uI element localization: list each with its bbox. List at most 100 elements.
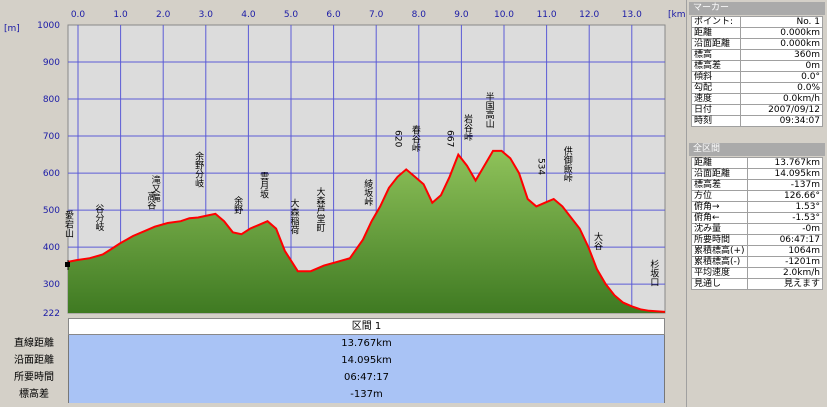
- marker-value: 0.0%: [740, 82, 823, 94]
- place-label: 供御飯峠: [562, 145, 573, 183]
- marker-key: 傾斜: [691, 71, 741, 83]
- place-label: 余野: [232, 195, 243, 214]
- y-tick-label: 700: [43, 132, 60, 142]
- x-tick-labels: 0.0 1.0 2.0 3.0 4.0 5.0 6.0 7.0 8.0 9.0 10.0 11.0 12…: [71, 10, 642, 20]
- elevation-chart-area[interactable]: 0.0 1.0 2.0 3.0 4.0 5.0 6.0 7.0 8.0 9.0 10.0 11.0 12…: [0, 0, 686, 318]
- total-value: 1064m: [746, 245, 824, 257]
- marker-key: 標高: [691, 49, 741, 61]
- place-label: 岩谷峠: [462, 113, 473, 142]
- total-value: 見えます: [746, 278, 824, 290]
- x-tick-label: 4.0: [241, 10, 256, 20]
- place-label: 谷分岐: [93, 204, 104, 232]
- x-tick-label: 10.0: [494, 10, 514, 20]
- total-value: -137m: [746, 179, 824, 191]
- total-value: 2.0km/h: [746, 267, 824, 279]
- marker-value: 0m: [740, 60, 823, 72]
- total-value: 14.095km: [746, 168, 824, 180]
- place-label: 綾坂峠: [362, 178, 373, 207]
- section-value: -137m: [68, 386, 665, 403]
- total-key: 見通し: [691, 278, 748, 290]
- place-label: 大谷: [592, 231, 603, 251]
- marker-value: 2007/09/12: [740, 104, 823, 116]
- total-row: 見通し 見えます: [691, 278, 824, 290]
- marker-cursor[interactable]: [65, 260, 70, 270]
- total-row: 累積標高(-) -1201m: [691, 256, 824, 268]
- marker-value: No. 1: [740, 16, 823, 28]
- marker-key: 時刻: [691, 115, 741, 127]
- total-value: -1201m: [746, 256, 824, 268]
- x-tick-label: 3.0: [199, 10, 214, 20]
- marker-table: ポイント: No. 1 距離 0.000km 沿面距離 0.000km 標高 360m 標高差 0…: [691, 16, 823, 127]
- elevation-chart[interactable]: 0.0 1.0 2.0 3.0 4.0 5.0 6.0 7.0 8.0 9.0 10.0 11.0 12…: [0, 0, 686, 318]
- x-tick-label: 6.0: [326, 10, 341, 20]
- total-key: 距離: [691, 157, 748, 169]
- total-table: 距離 13.767km 沿面距離 14.095km 標高差 -137m 方位 126.66° 俯…: [691, 157, 824, 290]
- place-label: 534: [536, 158, 546, 175]
- y-tick-label: 800: [43, 95, 60, 105]
- y-tick-label: 1000: [37, 21, 60, 31]
- total-row: 沈み量 -0m: [691, 223, 824, 235]
- x-tick-label: 9.0: [454, 10, 469, 20]
- elevation-line: [67, 149, 666, 313]
- y-tick-label: 500: [43, 206, 60, 216]
- elevation-fill: [68, 150, 665, 313]
- section-row-duration: 所要時間 06:47:17: [0, 369, 686, 386]
- total-row: 方位 126.66°: [691, 190, 824, 202]
- place-label: 高谷: [145, 191, 156, 211]
- place-label: 春谷峠: [410, 124, 421, 153]
- total-panel-title: 全区間: [689, 143, 825, 156]
- place-label: 667: [445, 130, 455, 147]
- place-label: 雲月坂: [258, 171, 269, 199]
- info-panel: マーカー ポイント: No. 1 距離 0.000km 沿面距離 0.000km 標高 360…: [686, 0, 827, 407]
- marker-key: ポイント:: [691, 16, 741, 28]
- section-value: 14.095km: [68, 352, 665, 369]
- total-value: -1.53°: [746, 212, 824, 224]
- y-tick-label: 400: [43, 243, 60, 253]
- place-label: 杉坂口: [648, 259, 659, 287]
- marker-row: 日付 2007/09/12: [691, 104, 823, 116]
- total-key: 累積標高(+): [691, 245, 748, 257]
- marker-value: 0.0°: [740, 71, 823, 83]
- total-key: 標高差: [691, 179, 748, 191]
- x-unit-label: [km]: [668, 10, 686, 20]
- place-label: 半国高山: [484, 91, 495, 128]
- total-key: 方位: [691, 190, 748, 202]
- marker-row: 沿面距離 0.000km: [691, 38, 823, 50]
- section-label: 所要時間: [14, 372, 54, 383]
- marker-key: 速度: [691, 93, 741, 105]
- total-row: 俯角← -1.53°: [691, 212, 824, 224]
- x-tick-label: 2.0: [156, 10, 171, 20]
- y-unit-label: [m]: [4, 24, 20, 34]
- total-value: 06:47:17: [746, 234, 824, 246]
- marker-row: 勾配 0.0%: [691, 82, 823, 94]
- y-tick-labels: 1000 900 800 700 600 500 400 300 222: [37, 21, 60, 318]
- x-tick-label: 8.0: [412, 10, 427, 20]
- x-tick-label: 1.0: [113, 10, 128, 20]
- total-key: 累積標高(-): [691, 256, 748, 268]
- marker-row: 傾斜 0.0°: [691, 71, 823, 83]
- marker-row: 時刻 09:34:07: [691, 115, 823, 127]
- y-tick-label: 222: [43, 309, 60, 318]
- x-tick-label: 7.0: [369, 10, 384, 20]
- total-row: 距離 13.767km: [691, 157, 824, 169]
- y-tick-label: 600: [43, 169, 60, 179]
- total-row: 標高差 -137m: [691, 179, 824, 191]
- section-value: 13.767km: [68, 335, 665, 352]
- section-row-elevation-diff: 標高差 -137m: [0, 386, 686, 403]
- elevation-area: [67, 149, 666, 313]
- section-label: 直線距離: [14, 338, 54, 349]
- x-tick-label: 0.0: [71, 10, 86, 20]
- place-label: 滝又滝: [150, 175, 161, 203]
- total-key: 沈み量: [691, 223, 748, 235]
- total-key: 所要時間: [691, 234, 748, 246]
- marker-key: 日付: [691, 104, 741, 116]
- section-summary: 区間 1 直線距離 13.767km 沿面距離 14.095km 所要時間 06…: [0, 318, 686, 407]
- marker-row: ポイント: No. 1: [691, 16, 823, 28]
- total-row: 累積標高(+) 1064m: [691, 245, 824, 257]
- place-label: 愛宕山: [63, 209, 74, 237]
- x-tick-label: 13.0: [622, 10, 642, 20]
- place-label: 余野分岐: [193, 150, 204, 188]
- section-row-straight-distance: 直線距離 13.767km: [0, 335, 686, 352]
- section-label: 標高差: [19, 389, 49, 400]
- total-value: 1.53°: [746, 201, 824, 213]
